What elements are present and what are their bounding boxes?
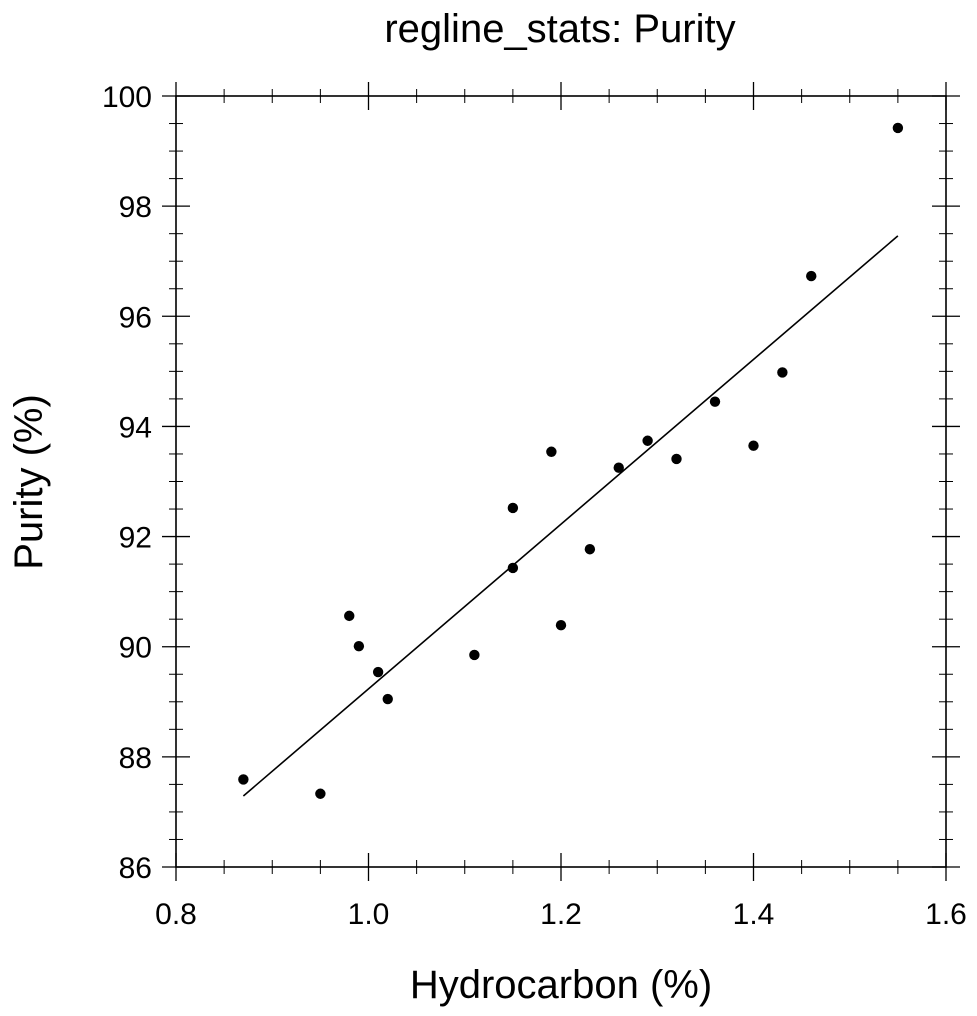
plot-frame (175, 95, 947, 868)
x-tick-label: 1.4 (733, 898, 775, 931)
data-point (372, 666, 384, 678)
y-axis-label: Purity (%) (7, 394, 51, 570)
data-point (555, 620, 567, 631)
x-tick-labels: 0.8 1.0 1.2 1.4 1.6 (155, 898, 967, 931)
y-tick-label: 88 (119, 742, 152, 775)
data-points (238, 122, 904, 799)
data-point (777, 367, 788, 378)
data-point (353, 640, 365, 652)
x-tick-label: 0.8 (155, 898, 197, 931)
data-point (315, 788, 326, 799)
y-tick-label: 92 (119, 522, 152, 555)
data-point (709, 396, 721, 407)
y-tick-label: 96 (119, 301, 152, 334)
data-point (546, 446, 557, 457)
data-point (382, 693, 393, 705)
x-tick-label: 1.0 (348, 898, 390, 931)
y-tick-label: 98 (119, 191, 152, 224)
data-point (613, 462, 624, 473)
data-point (469, 649, 480, 661)
x-tick-label: 1.2 (540, 898, 582, 931)
data-point (344, 610, 355, 622)
data-point (748, 440, 759, 451)
y-tick-labels: 86 88 90 92 94 96 98 100 (102, 81, 152, 885)
data-point (642, 435, 653, 446)
y-tick-label: 86 (119, 852, 152, 885)
regression-line (242, 235, 899, 797)
data-point (584, 544, 596, 555)
data-point (507, 502, 519, 514)
data-point (238, 774, 249, 785)
data-point (806, 270, 817, 282)
x-axis-label: Hydrocarbon (%) (410, 963, 712, 1007)
axis-ticks (162, 82, 960, 881)
data-point (671, 453, 682, 465)
y-tick-label: 100 (102, 81, 152, 114)
x-tick-label: 1.6 (925, 898, 967, 931)
y-tick-label: 90 (119, 632, 152, 665)
data-point (507, 562, 519, 574)
data-point (892, 122, 904, 134)
chart-title: regline_stats: Purity (384, 7, 735, 51)
y-tick-label: 94 (119, 411, 152, 444)
